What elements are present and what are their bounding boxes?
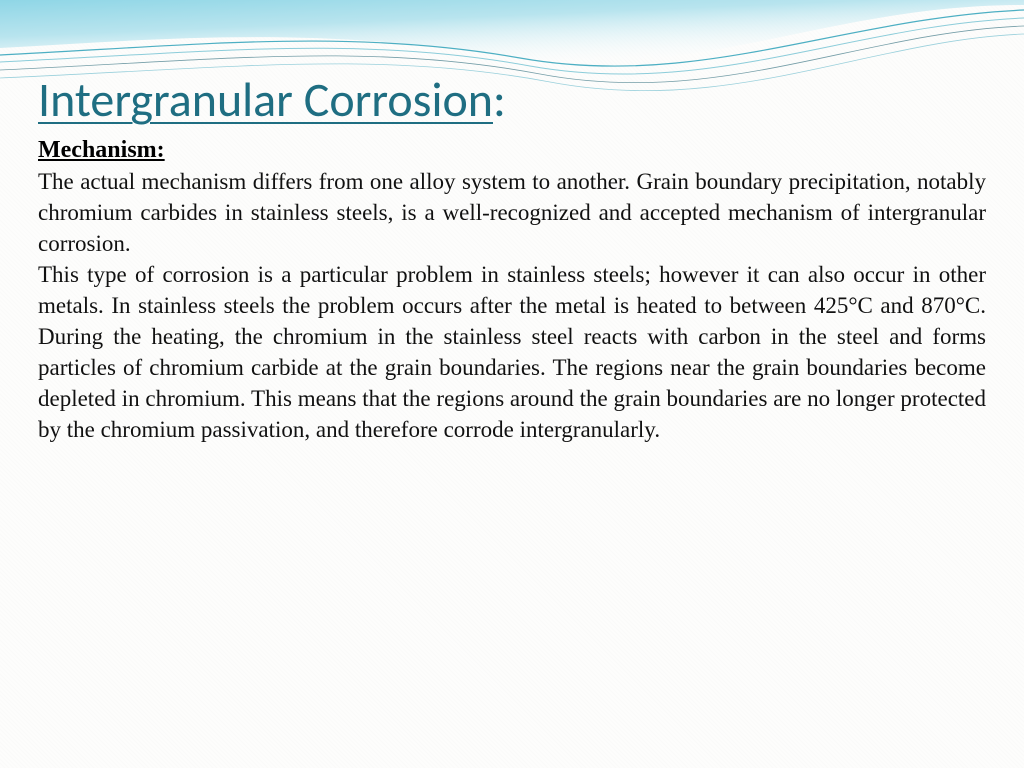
title-underlined-text: Intergranular Corrosion: [38, 70, 493, 129]
subheading: Mechanism:: [38, 137, 986, 164]
body-text: The actual mechanism differs from one al…: [38, 166, 986, 445]
title-colon: :: [493, 70, 506, 129]
paragraph-1: The actual mechanism differs from one al…: [38, 166, 986, 259]
slide-content: Intergranular Corrosion: Mechanism: The …: [38, 70, 986, 445]
slide-title: Intergranular Corrosion:: [38, 70, 986, 129]
paragraph-2: This type of corrosion is a particular p…: [38, 259, 986, 445]
